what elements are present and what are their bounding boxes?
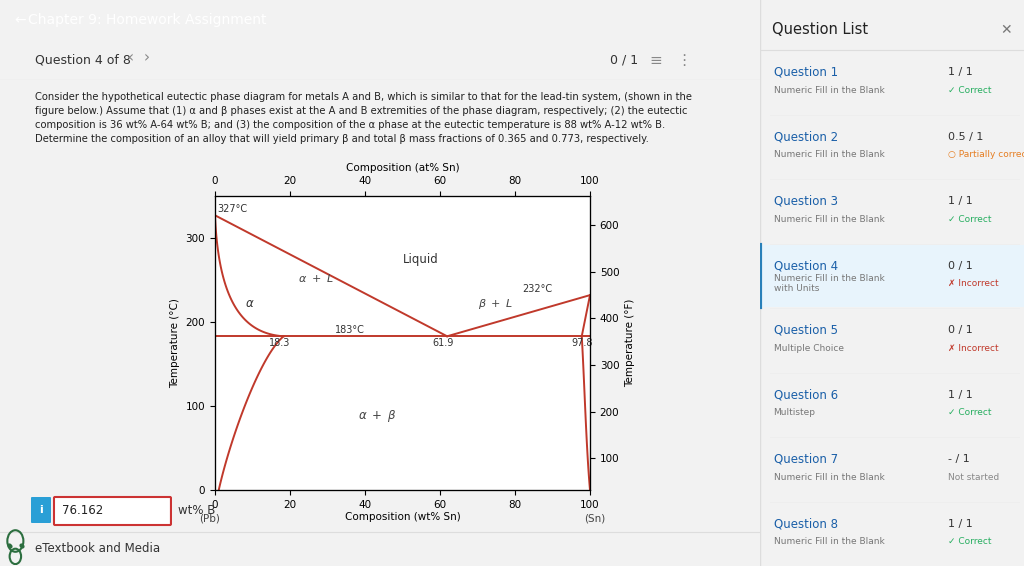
- Text: 183°C: 183°C: [335, 325, 365, 335]
- Text: Numeric Fill in the Blank
with Units: Numeric Fill in the Blank with Units: [773, 274, 885, 293]
- Text: $\alpha$: $\alpha$: [245, 297, 255, 310]
- Text: ‹: ‹: [128, 50, 134, 66]
- FancyBboxPatch shape: [54, 497, 171, 525]
- Text: ✓ Correct: ✓ Correct: [947, 215, 991, 224]
- Text: ✓ Correct: ✓ Correct: [947, 537, 991, 546]
- Text: Question 4: Question 4: [773, 259, 838, 272]
- Text: 1 / 1: 1 / 1: [947, 196, 973, 206]
- Text: (Sn): (Sn): [585, 513, 606, 523]
- Y-axis label: Temperature (°F): Temperature (°F): [625, 299, 635, 387]
- Text: wt% B: wt% B: [178, 504, 215, 517]
- Text: 18.3: 18.3: [269, 338, 291, 348]
- Text: ≡: ≡: [650, 53, 663, 67]
- Y-axis label: Temperature (°C): Temperature (°C): [170, 298, 180, 388]
- Text: Question 3: Question 3: [773, 195, 838, 208]
- Text: ⋮: ⋮: [676, 53, 691, 67]
- Text: Numeric Fill in the Blank: Numeric Fill in the Blank: [773, 215, 885, 224]
- Text: Question List: Question List: [771, 23, 867, 37]
- Text: ✓ Correct: ✓ Correct: [947, 408, 991, 417]
- Text: ✓ Correct: ✓ Correct: [947, 86, 991, 95]
- Text: Question 8: Question 8: [773, 517, 838, 530]
- Text: Numeric Fill in the Blank: Numeric Fill in the Blank: [773, 537, 885, 546]
- Text: ✗ Incorrect: ✗ Incorrect: [947, 344, 998, 353]
- Text: Question 2: Question 2: [773, 130, 838, 143]
- Text: 1 / 1: 1 / 1: [947, 67, 973, 77]
- Text: (Pb): (Pb): [200, 513, 220, 523]
- Bar: [760, 245, 1024, 307]
- Text: 0 / 1: 0 / 1: [610, 54, 638, 66]
- Text: 0 / 1: 0 / 1: [947, 325, 973, 335]
- Text: 0 / 1: 0 / 1: [947, 261, 973, 271]
- Text: 232°C: 232°C: [522, 284, 553, 294]
- Text: $\beta\ +\ L$: $\beta\ +\ L$: [477, 297, 513, 311]
- Text: Chapter 9: Homework Assignment: Chapter 9: Homework Assignment: [28, 13, 266, 27]
- Text: 0.5 / 1: 0.5 / 1: [947, 132, 983, 142]
- Text: eTextbook and Media: eTextbook and Media: [35, 542, 160, 555]
- Text: - / 1: - / 1: [947, 454, 970, 464]
- Text: $\alpha\ +\ \beta$: $\alpha\ +\ \beta$: [357, 408, 396, 423]
- Text: $\alpha\ +\ L$: $\alpha\ +\ L$: [298, 272, 333, 284]
- Text: Numeric Fill in the Blank: Numeric Fill in the Blank: [773, 86, 885, 95]
- FancyBboxPatch shape: [31, 497, 51, 523]
- Text: Not started: Not started: [947, 473, 999, 482]
- Text: Question 1: Question 1: [773, 66, 838, 79]
- Text: ›: ›: [144, 50, 150, 66]
- Text: Numeric Fill in the Blank: Numeric Fill in the Blank: [773, 473, 885, 482]
- Text: i: i: [39, 505, 43, 515]
- Text: ✗ Incorrect: ✗ Incorrect: [947, 279, 998, 288]
- Text: 327°C: 327°C: [217, 204, 247, 214]
- Text: 97.8: 97.8: [571, 338, 593, 348]
- Text: ←: ←: [14, 13, 26, 27]
- Text: Liquid: Liquid: [402, 253, 438, 266]
- Text: 1 / 1: 1 / 1: [947, 390, 973, 400]
- Text: Numeric Fill in the Blank: Numeric Fill in the Blank: [773, 150, 885, 159]
- Text: ○ Partially correct: ○ Partially correct: [947, 150, 1024, 159]
- Text: Question 7: Question 7: [773, 453, 838, 466]
- Text: Multistep: Multistep: [773, 408, 815, 417]
- Text: Consider the hypothetical eutectic phase diagram for metals A and B, which is si: Consider the hypothetical eutectic phase…: [35, 92, 692, 144]
- Text: ✕: ✕: [1000, 23, 1012, 37]
- Text: Question 5: Question 5: [773, 324, 838, 337]
- Text: 61.9: 61.9: [433, 338, 454, 348]
- Text: Multiple Choice: Multiple Choice: [773, 344, 844, 353]
- X-axis label: Composition (wt% Sn): Composition (wt% Sn): [345, 512, 461, 522]
- Text: Question 6: Question 6: [773, 388, 838, 401]
- Text: Question 4 of 8: Question 4 of 8: [35, 54, 131, 66]
- Text: 1 / 1: 1 / 1: [947, 519, 973, 529]
- X-axis label: Composition (at% Sn): Composition (at% Sn): [346, 162, 460, 173]
- Text: 76.162: 76.162: [62, 504, 103, 517]
